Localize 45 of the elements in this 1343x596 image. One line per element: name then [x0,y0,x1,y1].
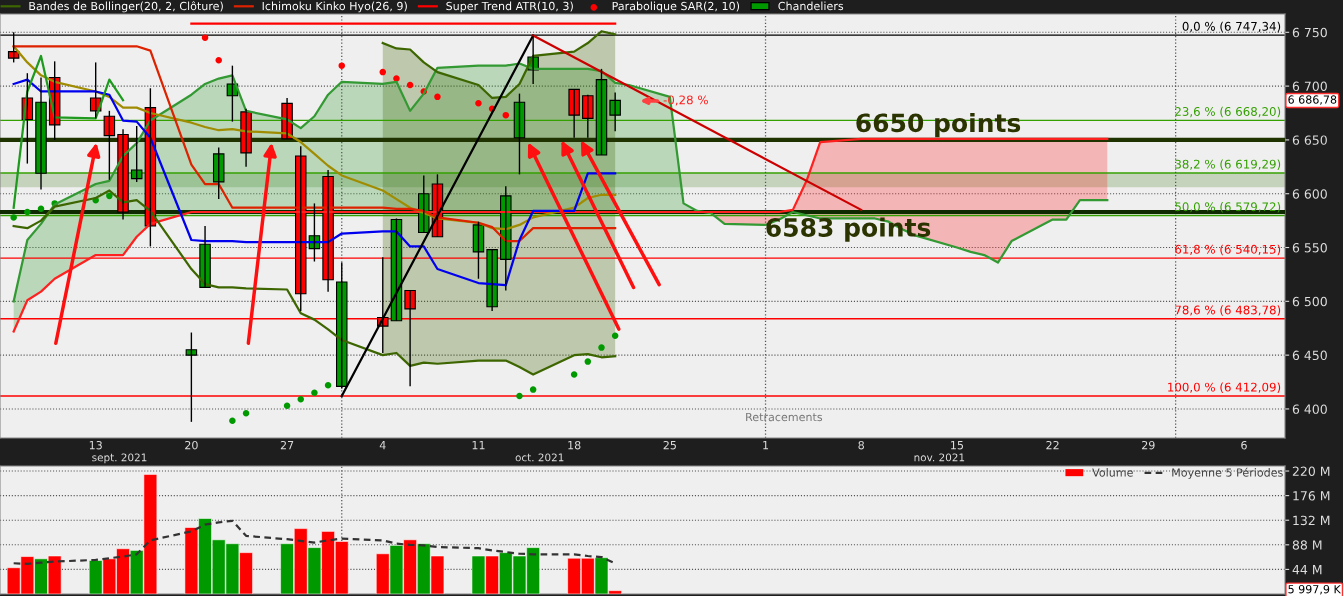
x-tick-label: 11 [472,441,485,450]
ref-line-label: 0,0 % (6 747,34) [1182,21,1281,33]
ref-line-label: 38,2 % (6 619,29) [1175,159,1281,170]
x-tick-label: 25 [663,440,676,450]
text: 6 686,78 [1288,95,1337,105]
x-tick-label: 22 [1046,440,1059,450]
x-tick-label: 8 [858,440,864,450]
y-tick-label: 44 M [1292,565,1322,575]
y-tick-label: 6 700 [1292,81,1327,92]
y-tick-label: 6 750 [1292,27,1327,38]
legend-label: Parabolique SAR(2, 10) [612,1,740,13]
x-tick-label: 6 [1241,440,1247,450]
legend-label: Bandes de Bollinger(20, 2, Clôture) [29,1,223,13]
y-tick-label: 220 M [1292,466,1330,476]
y-tick-label: 6 550 [1292,242,1327,253]
ref-line-label: 61,8 % (6 540,15) [1175,244,1281,256]
y-tick-label: 6 600 [1292,189,1327,199]
x-tick-label: 4 [379,441,386,450]
legend-label: Chandeliers [778,1,844,11]
x-tick-label: 15 [951,441,964,450]
x-tick-label: 20 [185,440,198,450]
text: sept. 2021 [92,453,147,464]
text: nov. 2021 [914,453,965,462]
legend-label: Ichimoku Kinko Hyo(26, 9) [262,1,407,13]
y-tick-label: 176 M [1293,491,1330,501]
ref-line-label: 100,0 % (6 412,09) [1168,382,1281,393]
x-tick-label: 18 [568,440,581,450]
text: 5 997,9 K [1288,584,1342,595]
x-tick-label: 1 [763,441,769,450]
ref-line-label: 23,6 % (6 668,20) [1175,106,1281,118]
x-tick-label: 13 [89,440,102,450]
text: oct. 2021 [515,453,564,462]
ref-line-label: 78,6 % (6 483,78) [1175,305,1281,316]
y-tick-label: 132 M [1293,515,1330,526]
x-tick-label: 27 [280,440,294,450]
legend-label: Moyenne 5 Périodes [1172,467,1283,479]
y-tick-label: 6 450 [1292,350,1327,361]
legend-label: Super Trend ATR(10, 3) [446,1,573,13]
y-tick-label: 6 400 [1292,404,1327,414]
annotation: Retracements [746,412,823,422]
y-tick-label: 6 650 [1292,135,1327,145]
legend-label: Volume [1092,468,1133,477]
y-tick-label: 88 M [1292,540,1322,550]
x-tick-label: 29 [1142,440,1155,450]
y-tick-label: 6 500 [1292,296,1327,307]
